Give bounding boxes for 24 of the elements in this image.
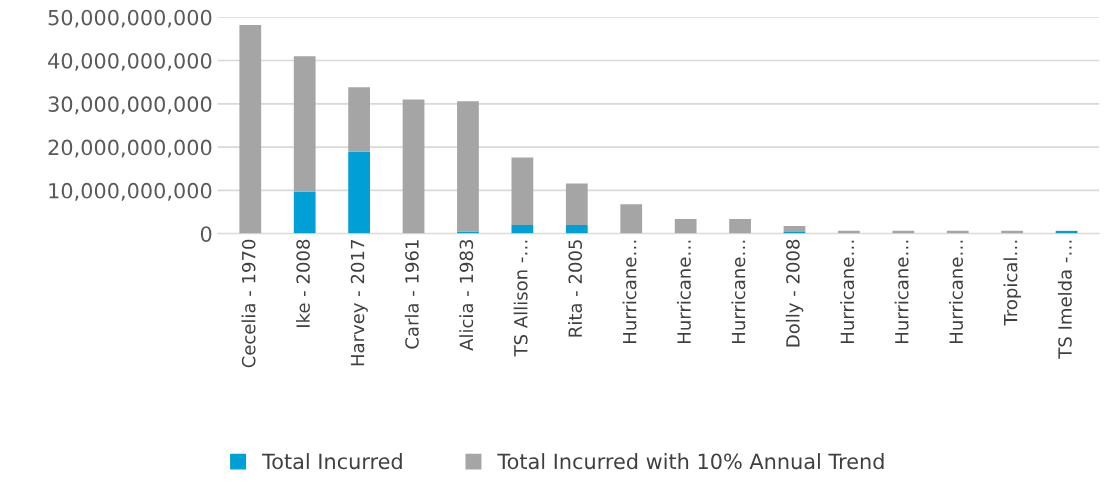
x-tick-label: Tropical… bbox=[1003, 240, 1021, 326]
y-tick-label: 20,000,000,000 bbox=[48, 139, 212, 158]
y-tick-label: 30,000,000,000 bbox=[48, 96, 212, 115]
x-tick-label: Hurricane… bbox=[731, 240, 746, 343]
x-tick-label: Cecelia - 1970 bbox=[241, 239, 256, 368]
x-tick-label: Hurricane… bbox=[894, 240, 909, 343]
x-tick-label: Hurricane… bbox=[676, 240, 691, 343]
y-tick-label: 0 bbox=[200, 226, 212, 242]
legend-label: Total Incurred with 10% Annual Trend bbox=[497, 453, 884, 470]
x-tick-label: Rita - 2005 bbox=[568, 240, 583, 337]
x-tick-label: Hurricane… bbox=[622, 240, 637, 343]
y-tick-label: 50,000,000,000 bbox=[48, 9, 212, 28]
x-tick-label: Hurricane… bbox=[949, 240, 963, 343]
x-tick-label: TS Imelda -… bbox=[1057, 240, 1072, 359]
x-tick-label: TS Allison -… bbox=[513, 240, 528, 357]
x-tick-label: Harvey - 2017 bbox=[350, 240, 368, 366]
x-tick-label: Carla - 1961 bbox=[404, 240, 419, 349]
y-tick-label: 40,000,000,000 bbox=[48, 52, 212, 71]
legend-label: Total Incurred bbox=[261, 453, 402, 470]
x-tick-label: Hurricane… bbox=[840, 240, 855, 343]
x-tick-label: Dolly - 2008 bbox=[785, 239, 804, 347]
y-tick-label: 10,000,000,000 bbox=[49, 182, 212, 201]
x-tick-label: Ike - 2008 bbox=[295, 239, 310, 327]
x-tick-label: Alicia - 1983 bbox=[459, 240, 474, 351]
